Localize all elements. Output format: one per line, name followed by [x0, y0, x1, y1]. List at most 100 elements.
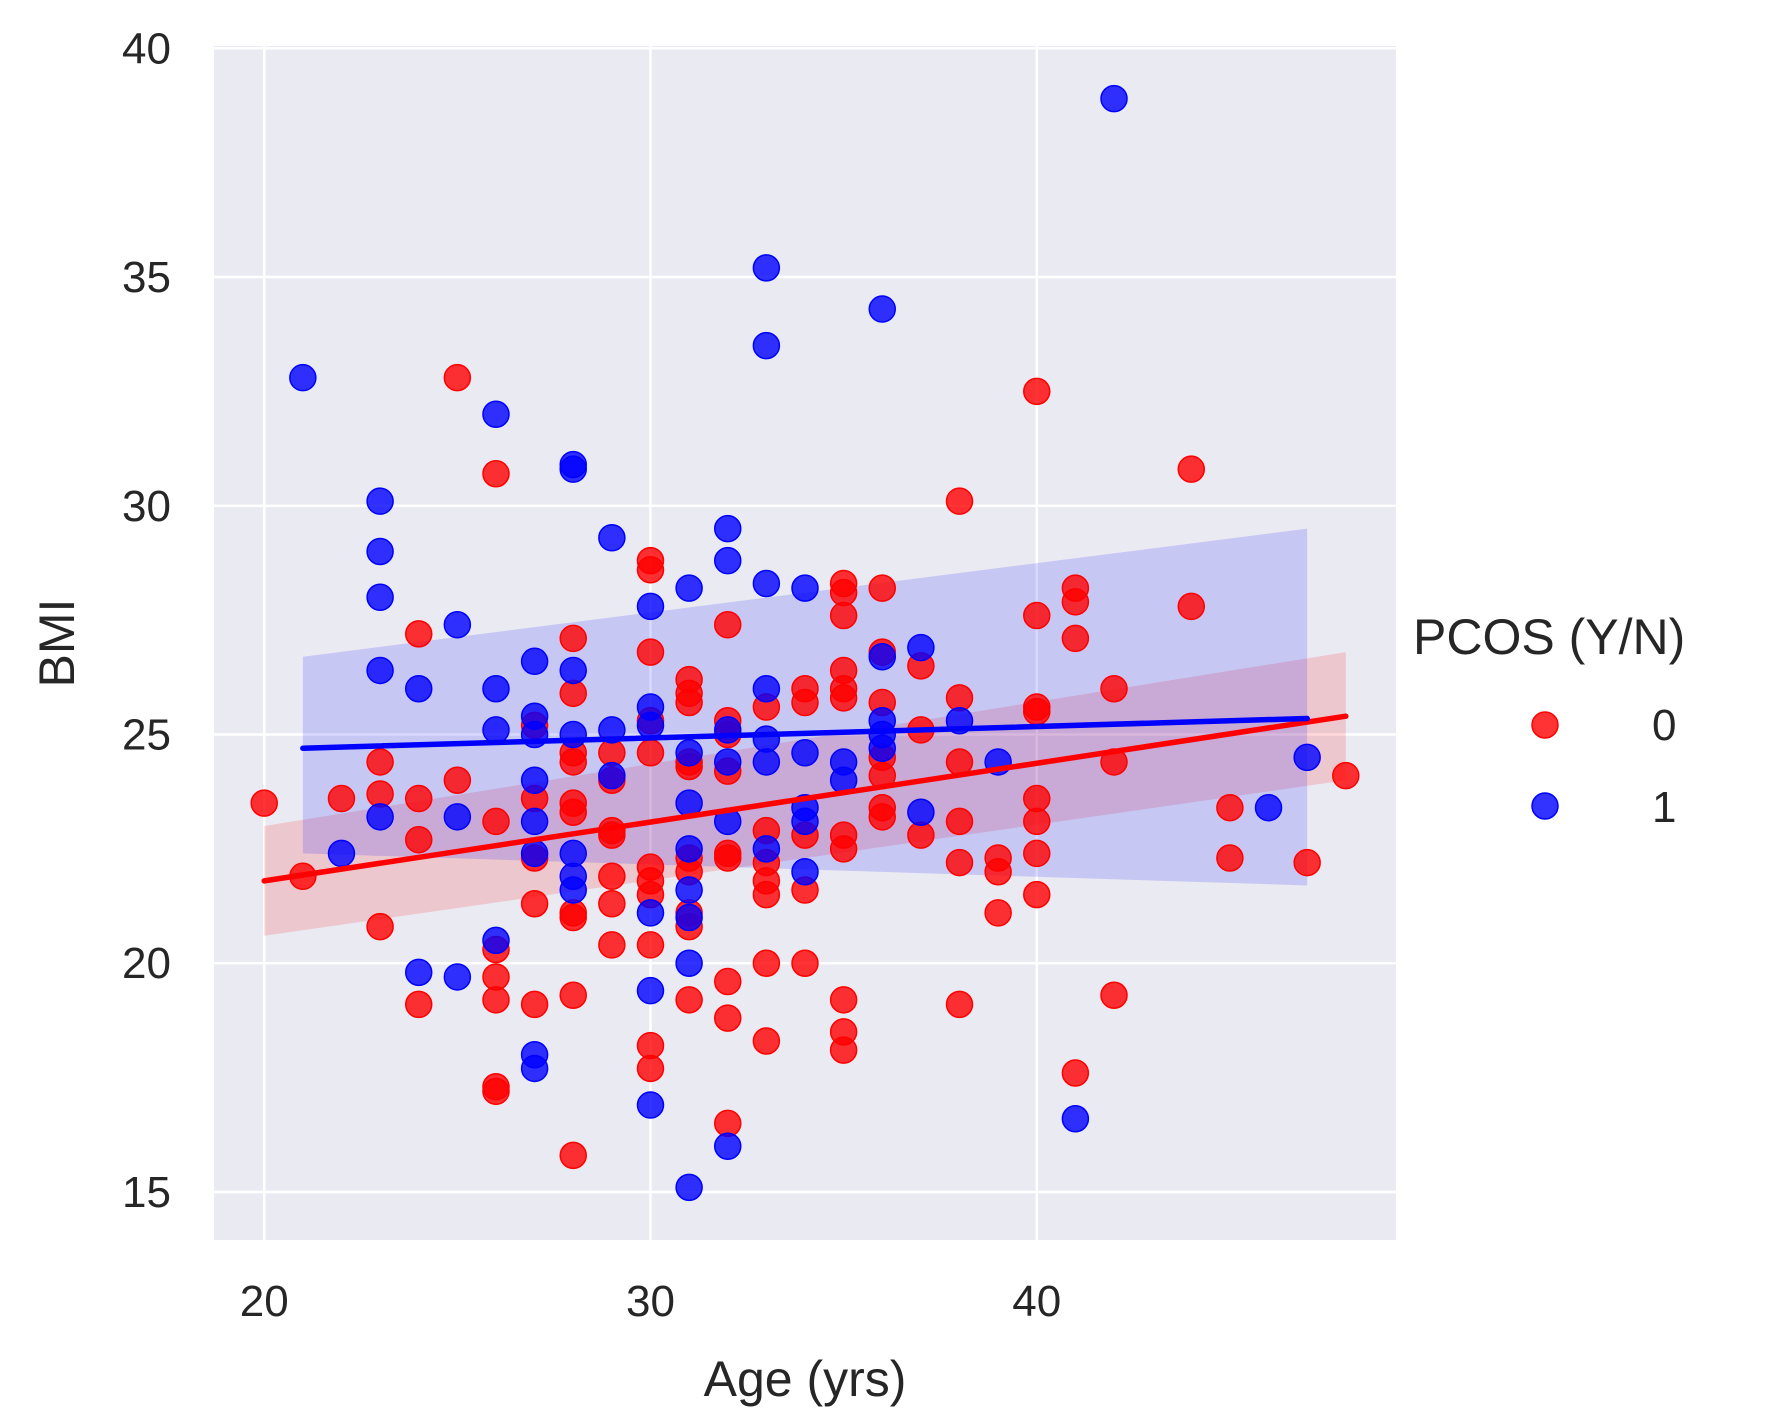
data-point-1: [559, 839, 587, 868]
data-point-1: [675, 835, 703, 863]
data-point-0: [1061, 1059, 1090, 1087]
data-point-0: [598, 862, 626, 891]
data-point-1: [675, 739, 703, 767]
data-point-0: [1023, 880, 1051, 909]
data-point-1: [675, 1173, 703, 1202]
data-point-1: [675, 876, 703, 904]
data-point-0: [752, 949, 781, 977]
data-point-1: [636, 592, 665, 621]
data-point-1: [404, 958, 433, 987]
data-point-0: [791, 949, 819, 977]
data-point-0: [945, 487, 974, 515]
data-point-0: [713, 967, 742, 996]
x-tick-label: 30: [626, 1277, 675, 1326]
data-point-0: [1023, 784, 1051, 813]
data-point-0: [559, 1141, 587, 1170]
data-point-0: [636, 556, 665, 584]
data-point-1: [675, 949, 703, 977]
data-point-0: [829, 684, 858, 712]
data-point-1: [713, 716, 742, 744]
data-point-1: [366, 487, 394, 515]
data-point-1: [366, 803, 394, 831]
data-point-0: [752, 1027, 781, 1055]
data-point-0: [1061, 588, 1090, 616]
data-point-0: [1177, 455, 1206, 483]
data-point-0: [791, 688, 819, 717]
y-tick-label: 40: [122, 24, 171, 73]
data-point-1: [713, 546, 742, 575]
y-tick-label: 15: [122, 1168, 171, 1217]
data-point-1: [752, 674, 781, 703]
data-point-0: [559, 798, 587, 827]
data-point-1: [868, 295, 897, 323]
data-point-1: [1100, 84, 1128, 113]
regression-line-0: [261, 713, 1349, 884]
data-point-1: [482, 674, 510, 703]
data-point-0: [520, 890, 549, 918]
data-point-1: [520, 807, 549, 836]
data-point-0: [1293, 848, 1321, 877]
data-point-0: [559, 981, 587, 1010]
data-point-1: [559, 876, 587, 904]
data-point-1: [752, 569, 781, 598]
data-point-1: [752, 254, 781, 282]
data-point-0: [366, 748, 394, 776]
data-point-0: [559, 679, 587, 708]
x-tick-label: 20: [240, 1277, 289, 1326]
data-point-0: [1023, 377, 1051, 406]
legend: PCOS (Y/N) 0 1: [1413, 609, 1685, 832]
legend-title: PCOS (Y/N): [1413, 609, 1685, 665]
data-point-0: [404, 990, 433, 1019]
data-point-0: [443, 766, 472, 794]
data-point-0: [520, 990, 549, 1019]
tick-labels: 20 30 40 15 20 25 30 35 40: [122, 24, 1061, 1326]
data-point-1: [713, 514, 742, 543]
data-point-1: [482, 926, 510, 955]
data-point-0: [559, 748, 587, 776]
regression-lines: [261, 713, 1349, 884]
data-point-1: [366, 656, 394, 685]
data-point-0: [366, 912, 394, 941]
data-point-1: [520, 839, 549, 868]
data-point-0: [713, 1004, 742, 1032]
data-point-1: [559, 455, 587, 483]
data-point-0: [675, 688, 703, 717]
data-point-0: [945, 848, 974, 877]
x-tick-label: 40: [1012, 1277, 1061, 1326]
data-point-1: [520, 1054, 549, 1083]
legend-label-1: 1: [1652, 783, 1676, 832]
data-point-0: [636, 638, 665, 666]
data-point-1: [443, 803, 472, 831]
data-point-1: [1293, 743, 1321, 772]
data-point-1: [907, 798, 935, 827]
data-point-1: [791, 739, 819, 767]
data-point-1: [675, 574, 703, 602]
regression-line-1: [300, 715, 1310, 751]
data-point-1: [366, 537, 394, 566]
data-point-0: [250, 789, 278, 817]
data-point-0: [829, 601, 858, 630]
data-point-0: [404, 825, 433, 854]
data-point-1: [636, 899, 665, 927]
data-point-1: [636, 976, 665, 1005]
data-point-0: [482, 1077, 510, 1106]
data-point-1: [1061, 1105, 1090, 1133]
data-point-1: [868, 734, 897, 762]
data-point-1: [752, 331, 781, 360]
data-point-1: [327, 839, 356, 868]
data-point-0: [984, 857, 1012, 886]
data-point-1: [366, 583, 394, 612]
data-point-0: [636, 1031, 665, 1060]
data-point-1: [636, 1091, 665, 1119]
y-tick-label: 30: [122, 482, 171, 531]
data-point-0: [482, 807, 510, 836]
data-point-1: [520, 766, 549, 794]
data-point-0: [829, 578, 858, 607]
data-point-1: [791, 807, 819, 836]
data-point-0: [636, 739, 665, 767]
data-point-0: [636, 931, 665, 959]
data-point-0: [868, 803, 897, 831]
data-point-1: [559, 720, 587, 749]
data-point-0: [945, 807, 974, 836]
data-point-1: [868, 642, 897, 671]
